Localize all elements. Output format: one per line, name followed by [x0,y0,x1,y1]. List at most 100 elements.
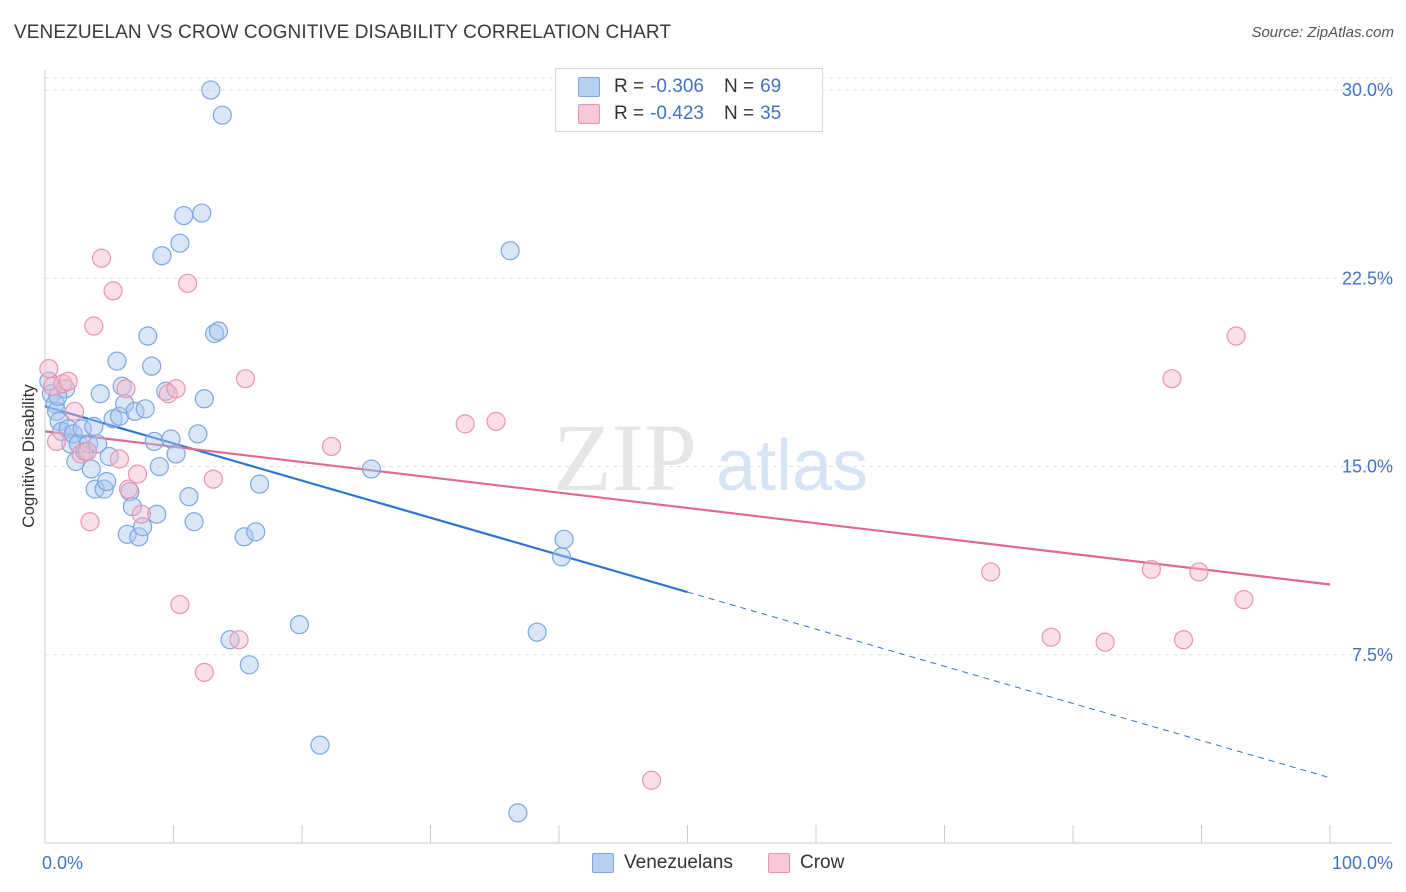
venezuelan-point [194,389,214,409]
venezuelan-point [310,735,330,755]
x-tick-label: 0.0% [42,853,83,873]
n-value: 69 [760,76,782,97]
venezuelan-point [184,512,204,532]
venezuelan-point [179,487,199,507]
venezuelan-point [188,424,208,444]
venezuelan-point [166,444,186,464]
crow-legend-swatch [768,853,790,873]
crow-point [53,374,73,394]
trend-lines [44,405,1331,779]
venezuelan-point [527,622,547,642]
r-label: R = [614,76,645,97]
venezuelans-swatch [578,77,600,97]
y-tick-label: 7.5% [1352,645,1393,665]
venezuelans-trend-extension [687,591,1331,779]
venezuelan-point [551,547,572,567]
r-label: R = [614,103,645,124]
venezuelan-point [554,529,574,549]
crow-point [178,273,198,293]
venezuelan-point [115,394,135,414]
crow-point [1141,559,1161,580]
venezuelan-point [81,459,101,479]
stats-legend: R = -0.306 N = 69 R = -0.423 N = 35 [555,68,823,132]
crow-point [203,469,223,489]
crow-point [194,662,214,682]
stats-legend-row-venezuelans: R = -0.306 N = 69 [578,74,781,100]
venezuelan-point [144,431,164,452]
venezuelan-point [508,803,528,823]
crow-point [1173,630,1194,650]
crow-point [455,414,475,434]
crow-point [1095,632,1115,652]
venezuelan-point [142,356,162,376]
crow-point [321,436,342,457]
n-label: N = [723,103,755,124]
y-axis-label: Cognitive Disability [19,384,38,528]
crow-point [166,379,186,399]
r-value: -0.423 [650,103,704,124]
watermark-atlas: atlas [716,426,868,506]
venezuelan-point [246,522,266,542]
y-tick-label: 15.0% [1342,457,1393,477]
venezuelan-point [170,233,190,253]
crow-point [77,441,98,462]
crow-point [116,379,136,399]
venezuelan-point [192,203,212,223]
crow-point [235,369,256,389]
crow-point [46,431,67,452]
venezuelan-point [361,459,381,479]
axes [44,70,1392,844]
y-tick-label: 22.5% [1342,268,1393,288]
crow-point [981,562,1001,582]
venezuelan-point [94,479,114,499]
n-value: 35 [760,103,782,124]
data-points [39,80,1254,823]
venezuelan-point [117,524,137,544]
x-tick-labels: 0.0% 100.0% [42,853,1393,873]
venezuelan-point [174,205,194,226]
venezuelan-point [147,504,167,524]
venezuelan-point [138,326,158,346]
crow-point [641,770,662,790]
series-legend: Venezuelans Crow [0,852,1406,878]
crow-point [1162,369,1182,389]
stats-legend-row-crow: R = -0.423 N = 35 [578,101,781,127]
venezuelan-point [500,241,520,261]
crow-point [1189,562,1209,582]
y-tick-labels: 7.5% 15.0% 22.5% 30.0% [1342,80,1393,665]
source-label: Source: ZipAtlas.com [1251,24,1394,41]
venezuelan-point [249,474,270,494]
venezuelan-point [107,351,127,371]
watermark-zip: ZIP [553,404,697,511]
venezuelan-point [84,416,104,436]
venezuelan-point [109,406,130,426]
x-tick-label: 100.0% [1332,853,1393,873]
y-tick-label: 30.0% [1342,80,1393,100]
crow-point [109,449,130,469]
venezuelan-point [201,80,221,100]
crow-point [1234,589,1254,610]
venezuelan-point [90,384,110,404]
crow-point [91,248,112,268]
crow-point [64,401,85,421]
crow-point [1041,627,1061,647]
venezuelan-point [239,655,259,675]
legend-item-crow[interactable]: Crow [768,852,844,874]
legend-item-venezuelans[interactable]: Venezuelans [592,852,733,874]
crow-point [58,371,78,391]
venezuelan-point [149,456,169,477]
venezuelans-trend-line [44,405,688,594]
venezuelan-point [234,527,254,547]
n-label: N = [723,76,755,97]
legend-label-venezuelans: Venezuelans [624,852,733,873]
venezuelan-point [208,321,229,341]
crow-point [127,464,148,484]
crow-point [170,594,190,615]
chart-title: VENEZUELAN VS CROW COGNITIVE DISABILITY … [14,22,672,43]
crow-point [103,281,123,301]
venezuelan-point [97,471,117,492]
crow-point [1226,326,1246,346]
venezuelan-point [161,429,181,449]
crow-point [131,504,151,524]
